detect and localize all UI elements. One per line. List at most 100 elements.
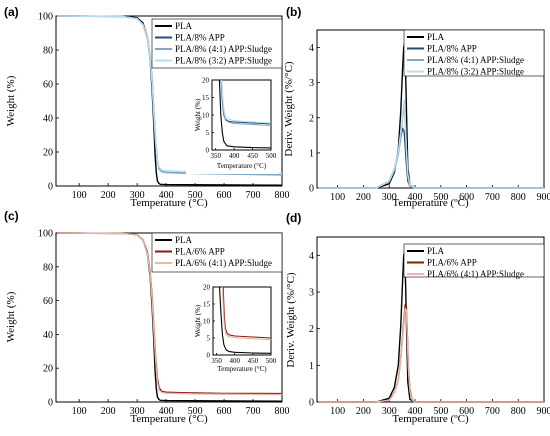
series-line-1 bbox=[318, 304, 544, 403]
y-tick-label: 100 bbox=[38, 12, 53, 23]
y-tick-label: 2 bbox=[309, 324, 314, 335]
y-tick-label: 20 bbox=[203, 284, 211, 292]
legend-entry: PLA/8% (3:2) APP:Sludge bbox=[427, 67, 524, 77]
x-tick-label: 600 bbox=[459, 192, 474, 203]
panel-label: (b) bbox=[286, 5, 301, 19]
y-tick-label: 0 bbox=[309, 398, 314, 409]
y-tick-label: 3 bbox=[309, 78, 314, 89]
y-tick-label: 5 bbox=[206, 129, 210, 137]
legend-entry: PLA/8% APP bbox=[427, 44, 477, 54]
series-line-3 bbox=[221, 79, 272, 124]
y-tick-label: 10 bbox=[202, 112, 210, 120]
y-axis-label: Weight (%) bbox=[5, 75, 17, 126]
inset-plot: 350 400 450 500 0 5 10 15 20 Temperature (°C) Weig… bbox=[186, 74, 279, 174]
y-tick-label: 5 bbox=[207, 335, 211, 343]
y-tick-label: 1 bbox=[309, 148, 314, 159]
legend-entry: PLA bbox=[427, 32, 445, 42]
legend-box bbox=[403, 29, 545, 77]
x-tick-label: 300 bbox=[382, 406, 397, 417]
x-tick-label: 200 bbox=[101, 190, 116, 201]
y-tick-label: 0 bbox=[48, 398, 53, 409]
legend-entry: PLA/8% APP bbox=[175, 33, 225, 43]
series-line-2 bbox=[57, 232, 283, 396]
inset-y-axis-label: Weight (%) bbox=[194, 304, 202, 337]
x-tick-label: 800 bbox=[511, 192, 526, 203]
legend-entry: PLA bbox=[427, 246, 445, 256]
x-tick-label: 100 bbox=[72, 190, 87, 201]
x-tick-label: 400 bbox=[408, 192, 423, 203]
y-tick-label: 60 bbox=[43, 80, 53, 91]
x-tick-label: 450 bbox=[248, 357, 259, 365]
x-tick-label: 900 bbox=[537, 192, 550, 203]
y-tick-label: 80 bbox=[43, 46, 53, 57]
x-tick-label: 600 bbox=[217, 190, 232, 201]
x-tick-label: 400 bbox=[408, 406, 423, 417]
chart-panel-b: 100 200 300 400 500 600 700 800 900 0 1 2 3 4 Temperat… bbox=[283, 5, 550, 209]
x-tick-label: 400 bbox=[159, 190, 174, 201]
y-tick-label: 0 bbox=[207, 352, 211, 360]
x-tick-label: 800 bbox=[275, 190, 290, 201]
panel-label: (d) bbox=[286, 211, 301, 225]
y-tick-label: 40 bbox=[43, 330, 53, 341]
y-tick-label: 100 bbox=[38, 229, 53, 240]
y-tick-label: 0 bbox=[309, 184, 314, 195]
x-axis-label: Temperature (°C) bbox=[130, 197, 208, 209]
series-line-2 bbox=[221, 286, 272, 341]
inset-plot: 350 400 450 500 0 5 10 15 20 Temperature (°C) Weig… bbox=[187, 281, 279, 379]
legend-box bbox=[151, 18, 283, 69]
panel-label: (c) bbox=[4, 209, 19, 223]
y-tick-label: 1 bbox=[309, 361, 314, 372]
x-tick-label: 300 bbox=[130, 190, 145, 201]
x-tick-label: 700 bbox=[246, 190, 261, 201]
legend-entry: PLA bbox=[175, 21, 193, 31]
x-tick-label: 200 bbox=[101, 406, 116, 417]
x-tick-label: 350 bbox=[210, 152, 221, 160]
legend-box bbox=[403, 243, 545, 278]
y-axis-label: Deriv. Weight (%/°C) bbox=[285, 272, 297, 367]
series-line-0 bbox=[218, 79, 272, 149]
y-tick-label: 2 bbox=[309, 113, 314, 124]
chart-panel-d: 100 200 300 400 500 600 700 800 900 0 1 2 3 4 Temperat… bbox=[285, 211, 550, 425]
panel-label: (a) bbox=[4, 5, 19, 19]
series-line-2 bbox=[318, 102, 544, 189]
x-tick-label: 200 bbox=[356, 406, 371, 417]
x-tick-label: 400 bbox=[230, 357, 241, 365]
legend-entry: PLA/6% (4:1) APP:Sludge bbox=[427, 269, 524, 279]
x-tick-label: 500 bbox=[266, 357, 277, 365]
legend-entry: PLA/8% (3:2) APP:Sludge bbox=[175, 56, 272, 66]
x-tick-label: 200 bbox=[356, 192, 371, 203]
x-tick-label: 100 bbox=[330, 192, 345, 203]
x-axis-label: Temperature (ºC) bbox=[392, 413, 469, 425]
x-tick-label: 600 bbox=[459, 406, 474, 417]
x-tick-label: 400 bbox=[159, 406, 174, 417]
series-line-1 bbox=[318, 127, 544, 189]
legend-entry: PLA/6% (4:1) APP:Sludge bbox=[175, 258, 272, 268]
chart-panel-a: 100 200 300 400 500 600 700 800020406080100Temp… bbox=[4, 5, 290, 209]
x-tick-label: 500 bbox=[188, 190, 203, 201]
x-tick-label: 400 bbox=[229, 152, 240, 160]
x-axis-label: Temperature (°C) bbox=[130, 413, 208, 425]
x-tick-label: 700 bbox=[246, 406, 261, 417]
inset-background bbox=[187, 281, 279, 379]
y-tick-label: 20 bbox=[202, 77, 210, 85]
x-tick-label: 100 bbox=[330, 406, 345, 417]
x-tick-label: 700 bbox=[485, 192, 500, 203]
legend-entry: PLA/8% (4:1) APP:Sludge bbox=[175, 44, 272, 54]
x-tick-label: 600 bbox=[217, 406, 232, 417]
x-tick-label: 500 bbox=[266, 152, 277, 160]
y-tick-label: 40 bbox=[43, 114, 53, 125]
x-tick-label: 900 bbox=[537, 406, 550, 417]
y-tick-label: 4 bbox=[309, 251, 314, 262]
y-axis-label: Deriv. Weight (%/°C) bbox=[283, 61, 295, 156]
y-tick-label: 60 bbox=[43, 296, 53, 307]
series-line-1 bbox=[222, 286, 272, 339]
inset-x-axis-label: Temperature (°C) bbox=[217, 162, 267, 170]
series-line-0 bbox=[218, 286, 272, 354]
y-tick-label: 4 bbox=[309, 43, 314, 54]
chart-panel-c: 100 200 300 400 500 600 700 800020406080100Temp… bbox=[4, 209, 290, 425]
legend-box bbox=[151, 232, 283, 273]
x-tick-label: 800 bbox=[511, 406, 526, 417]
y-tick-label: 20 bbox=[43, 364, 53, 375]
legend-entry: PLA/6% APP bbox=[175, 247, 225, 257]
